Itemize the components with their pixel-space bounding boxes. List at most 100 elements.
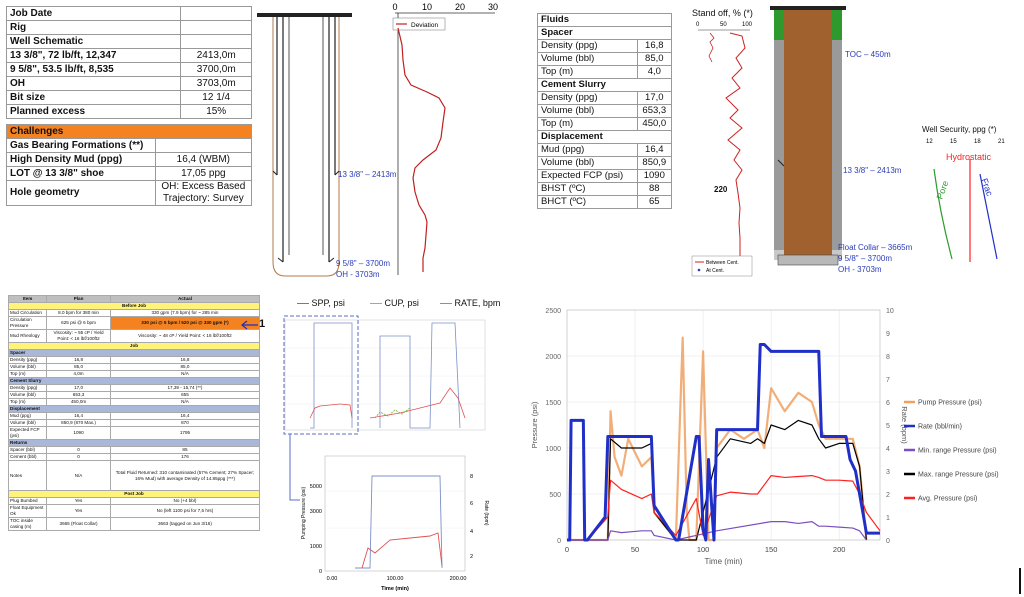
job-plan: 4,0m: [46, 370, 111, 378]
y-tick-label: 2500: [545, 308, 561, 315]
job-plan: 85,0: [46, 363, 111, 371]
legend-cup-label: CUP, psi: [384, 298, 419, 308]
y-tick-label: 1000: [545, 446, 561, 453]
job-item: Volume (bbl): [7, 363, 48, 371]
so-legend-1: Between Cent.: [706, 260, 739, 266]
challenges-value: 17,05 ppg: [154, 166, 253, 181]
so-tick-0: 0: [696, 22, 700, 28]
well-table-row: Bit size 12 1/4: [5, 90, 252, 105]
legend-cup-swatch: [370, 302, 382, 305]
fluids-value: 850,9: [636, 156, 673, 170]
fluids-label: BHCT (ºC): [537, 195, 638, 209]
challenges-value: 16,4 (WBM): [154, 152, 253, 167]
x-tick-label: 200: [833, 545, 846, 554]
job-table-row: Plug Bumbed Yes No (+4 bbl): [7, 497, 261, 505]
fluids-value: 16,4: [636, 143, 673, 157]
job-table-row: Notes N/A Total Fluid Returned: 310 contam…: [7, 460, 261, 491]
legend-spp: SPP, psi: [297, 298, 345, 308]
series-min-range-pressure-psi: [567, 521, 867, 541]
overview-rate-2: [379, 322, 461, 429]
y2-tick-label: 4: [886, 446, 890, 453]
dev-tick-0: 0: [392, 2, 397, 12]
y2-tick-label: 6: [886, 400, 890, 407]
challenges-row: Hole geometry OH: Excess Based Trajectory:…: [6, 180, 253, 206]
well-table-row: OH 3703,0m: [5, 76, 252, 91]
overview-grid: [285, 347, 485, 405]
fluids-row: Volume (bbl) 653,3: [537, 104, 673, 118]
job-plan: 653,3: [46, 391, 111, 399]
series-max-range-pressure-psi: [567, 419, 867, 541]
y-tick-label: 500: [549, 492, 561, 499]
challenges-value: [154, 138, 253, 153]
fluids-label: Expected FCP (psi): [537, 169, 638, 183]
well-table-row: Well Schematic: [5, 34, 252, 49]
returns-header: Returns: [8, 439, 260, 447]
job-plan: 1090: [46, 426, 111, 440]
x-axis-label: Time (min): [705, 557, 743, 566]
job-actual: 655: [109, 391, 261, 399]
well-table-label: Rig: [5, 20, 182, 35]
y-tick-label: 1500: [545, 400, 561, 407]
well-table-value: 3703,0m: [180, 76, 252, 91]
slurry-header: Cement Slurry: [8, 377, 260, 385]
legend-rate: RATE, bpm: [440, 298, 500, 308]
job-plan: Viscosity: ~ 55 cP / Yield Point: < 16 l…: [46, 329, 111, 343]
well-table-row: Job Date: [5, 6, 252, 21]
fluids-label: Volume (bbl): [537, 104, 638, 118]
well-table-value: [180, 20, 252, 35]
standoff-plot: 0 50 100 Between Cent. At Cent.: [691, 22, 753, 277]
x-tick-label: 50: [631, 545, 639, 554]
standoff-depth-label: 220: [714, 185, 728, 194]
shoe-958-label: 9 5/8" – 3700m: [336, 259, 390, 268]
zoom-spp: [361, 532, 443, 569]
job-table-row: Mud Rheology Viscosity: ~ 55 cP / Yield P…: [7, 329, 261, 343]
well-security-plot: 12 15 18 21: [926, 139, 1005, 262]
zoom-xtick-100: 100.00: [387, 576, 404, 582]
job-table-row: Float Equipment Ok Yes No (left 1100 psi f…: [7, 504, 261, 518]
y2-tick-label: 7: [886, 377, 890, 384]
zoom-y2tick-6: 6: [470, 501, 473, 507]
fluids-value: [637, 13, 673, 27]
legend-rate-swatch: [440, 302, 452, 305]
job-actual: 870: [109, 419, 261, 427]
overview-frame: [284, 319, 486, 431]
shoe-right-13-label: 13 3/8" – 2413m: [843, 166, 902, 175]
job-comparison-table: Item Plan Actual Before Job Mud Circulat…: [7, 295, 261, 531]
zoom-frame: [324, 455, 466, 572]
job-actual: 16,8: [109, 356, 261, 364]
zoom-arrow: [289, 434, 300, 501]
zoom-grid: [325, 490, 465, 529]
challenges-label: LOT @ 13 3/8" shoe: [6, 166, 156, 181]
deviation-curve: [397, 27, 446, 272]
zoom-ytick-5000: 5000: [310, 484, 322, 490]
job-plan: 17,0: [46, 384, 111, 392]
fluids-value: 65: [636, 195, 673, 209]
job-table-row: Cement (bbl) 0 176: [7, 453, 261, 461]
zoom-ylabel: Pumping Pressure (psi): [301, 487, 307, 540]
job-plan: Yes: [46, 497, 111, 505]
fluids-label: Volume (bbl): [537, 156, 638, 170]
y-tick-label: 0: [557, 538, 561, 545]
oh-label: OH - 3703m: [336, 270, 380, 279]
job-item: TOC inside casing (m): [7, 517, 48, 531]
challenges-value-text-2: Trajectory: Survey: [162, 193, 244, 204]
legend-label: Rate (bbl/min): [918, 424, 962, 431]
job-actual: N/A: [109, 370, 261, 378]
overview-rate-1: [310, 322, 353, 429]
well-table-label: Planned excess: [5, 104, 182, 119]
job-plan: 3665 (Float Collar): [46, 517, 111, 531]
job-plan: 16,8: [46, 356, 111, 364]
fluids-value: 4,0: [636, 65, 673, 79]
ws-tick-18: 18: [974, 139, 981, 145]
toc-label: TOC – 450m: [845, 50, 891, 59]
before-job-header: Before Job: [8, 302, 260, 310]
float-collar-shape: [777, 254, 839, 266]
chart-legend: Pump Pressure (psi) Rate (bbl/min) Min. ra…: [904, 400, 999, 503]
well-table-row: Rig: [5, 20, 252, 35]
frac-line: [979, 173, 998, 260]
job-actual: 330 psi @ 5 bpm / 520 psi @ 330 gpm (*): [109, 316, 261, 330]
challenges-value-text: 17,05 ppg: [181, 167, 226, 179]
fluids-label: Density (ppg): [537, 91, 638, 105]
job-actual: N/A: [109, 398, 261, 406]
